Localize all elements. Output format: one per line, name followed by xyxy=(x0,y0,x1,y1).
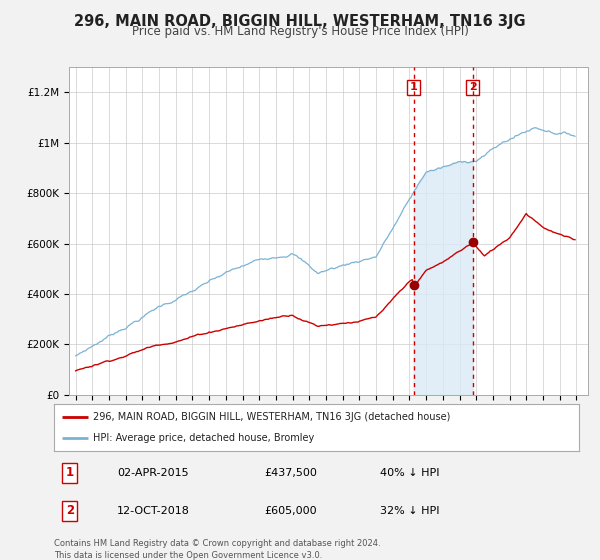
Text: 296, MAIN ROAD, BIGGIN HILL, WESTERHAM, TN16 3JG (detached house): 296, MAIN ROAD, BIGGIN HILL, WESTERHAM, … xyxy=(94,412,451,422)
Text: £437,500: £437,500 xyxy=(264,468,317,478)
Text: HPI: Average price, detached house, Bromley: HPI: Average price, detached house, Brom… xyxy=(94,433,314,444)
Text: Price paid vs. HM Land Registry's House Price Index (HPI): Price paid vs. HM Land Registry's House … xyxy=(131,25,469,38)
Text: 02-APR-2015: 02-APR-2015 xyxy=(117,468,188,478)
Text: 40% ↓ HPI: 40% ↓ HPI xyxy=(380,468,439,478)
Text: 12-OCT-2018: 12-OCT-2018 xyxy=(117,506,190,516)
Text: £605,000: £605,000 xyxy=(264,506,317,516)
Text: 1: 1 xyxy=(65,466,74,479)
Text: 1: 1 xyxy=(410,82,418,92)
Text: 2: 2 xyxy=(469,82,476,92)
Text: 296, MAIN ROAD, BIGGIN HILL, WESTERHAM, TN16 3JG: 296, MAIN ROAD, BIGGIN HILL, WESTERHAM, … xyxy=(74,14,526,29)
Text: 32% ↓ HPI: 32% ↓ HPI xyxy=(380,506,439,516)
Text: Contains HM Land Registry data © Crown copyright and database right 2024.
This d: Contains HM Land Registry data © Crown c… xyxy=(54,539,380,560)
Text: 2: 2 xyxy=(65,504,74,517)
